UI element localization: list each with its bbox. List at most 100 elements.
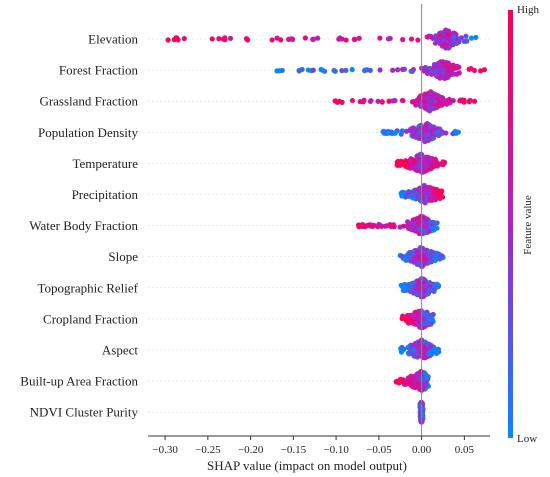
shap-point [437,63,443,69]
feature-label: Elevation [88,32,138,47]
shap-point [426,192,432,198]
shap-point [468,65,474,72]
shap-point [349,97,356,104]
shap-point [385,129,391,135]
shap-point [356,222,362,228]
shap-point [422,288,428,294]
colorbar-title: Feature value [522,195,534,255]
shap-point [302,35,308,41]
shap-point [423,163,429,169]
shap-point [408,156,414,162]
shap-point [446,97,452,103]
shap-point [414,168,420,174]
shap-point [411,132,417,138]
shap-point [414,249,420,255]
x-axis-label: SHAP value (impact on model output) [207,458,407,473]
shap-point [421,377,427,383]
shap-point [367,222,373,228]
shap-point [452,128,458,134]
shap-point [451,34,457,40]
shap-point [424,70,431,77]
shap-point [413,321,419,327]
shap-point [399,344,405,351]
shap-point [426,188,432,194]
x-tick-label: 0.05 [455,444,475,456]
shap-point [386,98,392,104]
shap-point [401,66,407,72]
shap-point [411,159,417,165]
shap-point [333,98,339,104]
feature-label: Population Density [38,125,139,140]
feature-label: NDVI Cluster Purity [30,405,139,420]
shap-point [434,102,440,108]
shap-point [408,36,415,42]
shap-point [399,315,405,322]
feature-label: Aspect [102,343,138,358]
shap-point [396,380,402,386]
shap-point [376,221,382,228]
shap-point [399,283,405,289]
shap-point [444,62,450,68]
shap-point [433,71,439,78]
shap-point [422,320,428,327]
shap-point [464,38,470,44]
shap-point [377,67,383,73]
shap-point [362,223,368,229]
colorbar: High Low Feature value [508,4,540,445]
shap-point [409,223,415,229]
shap-point [463,33,469,39]
shap-point [331,67,337,74]
shap-point [414,215,420,222]
shap-point [434,129,440,135]
shap-point [412,376,418,382]
shap-point [209,36,215,42]
shap-point [437,40,443,47]
shap-point [165,37,171,43]
shap-point [367,67,373,73]
shap-point [421,252,427,258]
shap-point [352,36,358,43]
shap-point [418,213,424,219]
shap-point [407,284,413,290]
feature-label: Water Body Fraction [29,218,138,233]
shap-point [415,186,422,192]
shap-point [439,188,445,194]
colorbar-gradient [508,10,513,438]
shap-point [429,95,435,101]
shap-point [371,222,377,229]
shap-point [422,64,429,71]
shap-point [216,36,222,42]
shap-point [222,35,228,41]
shap-point [278,37,284,43]
shap-point [433,33,439,39]
shap-point [430,106,436,112]
shap-point [433,162,439,168]
shap-point [416,221,423,227]
shap-point [432,188,438,194]
shap-point [418,255,424,261]
feature-label: Forest Fraction [59,63,139,78]
shap-point [443,130,449,136]
shap-point [423,216,429,222]
shap-point [481,67,488,73]
shap-point [404,192,410,198]
shap-point [288,36,294,42]
shap-point [428,33,434,40]
shap-point [445,68,451,75]
shap-point [434,225,440,231]
shap-point [392,98,398,104]
shap-point [315,35,321,41]
shap-point [432,40,439,46]
shap-point [443,42,449,49]
shap-point [377,35,383,41]
shap-point [420,154,427,160]
shap-point [428,321,434,327]
shap-point [445,74,451,80]
shap-point [456,70,462,76]
shap-point [413,102,419,108]
x-tick-label: −0.15 [281,444,307,456]
shap-point [384,223,390,229]
shap-point [388,223,395,229]
shap-point [434,250,440,257]
shap-point [400,37,406,43]
